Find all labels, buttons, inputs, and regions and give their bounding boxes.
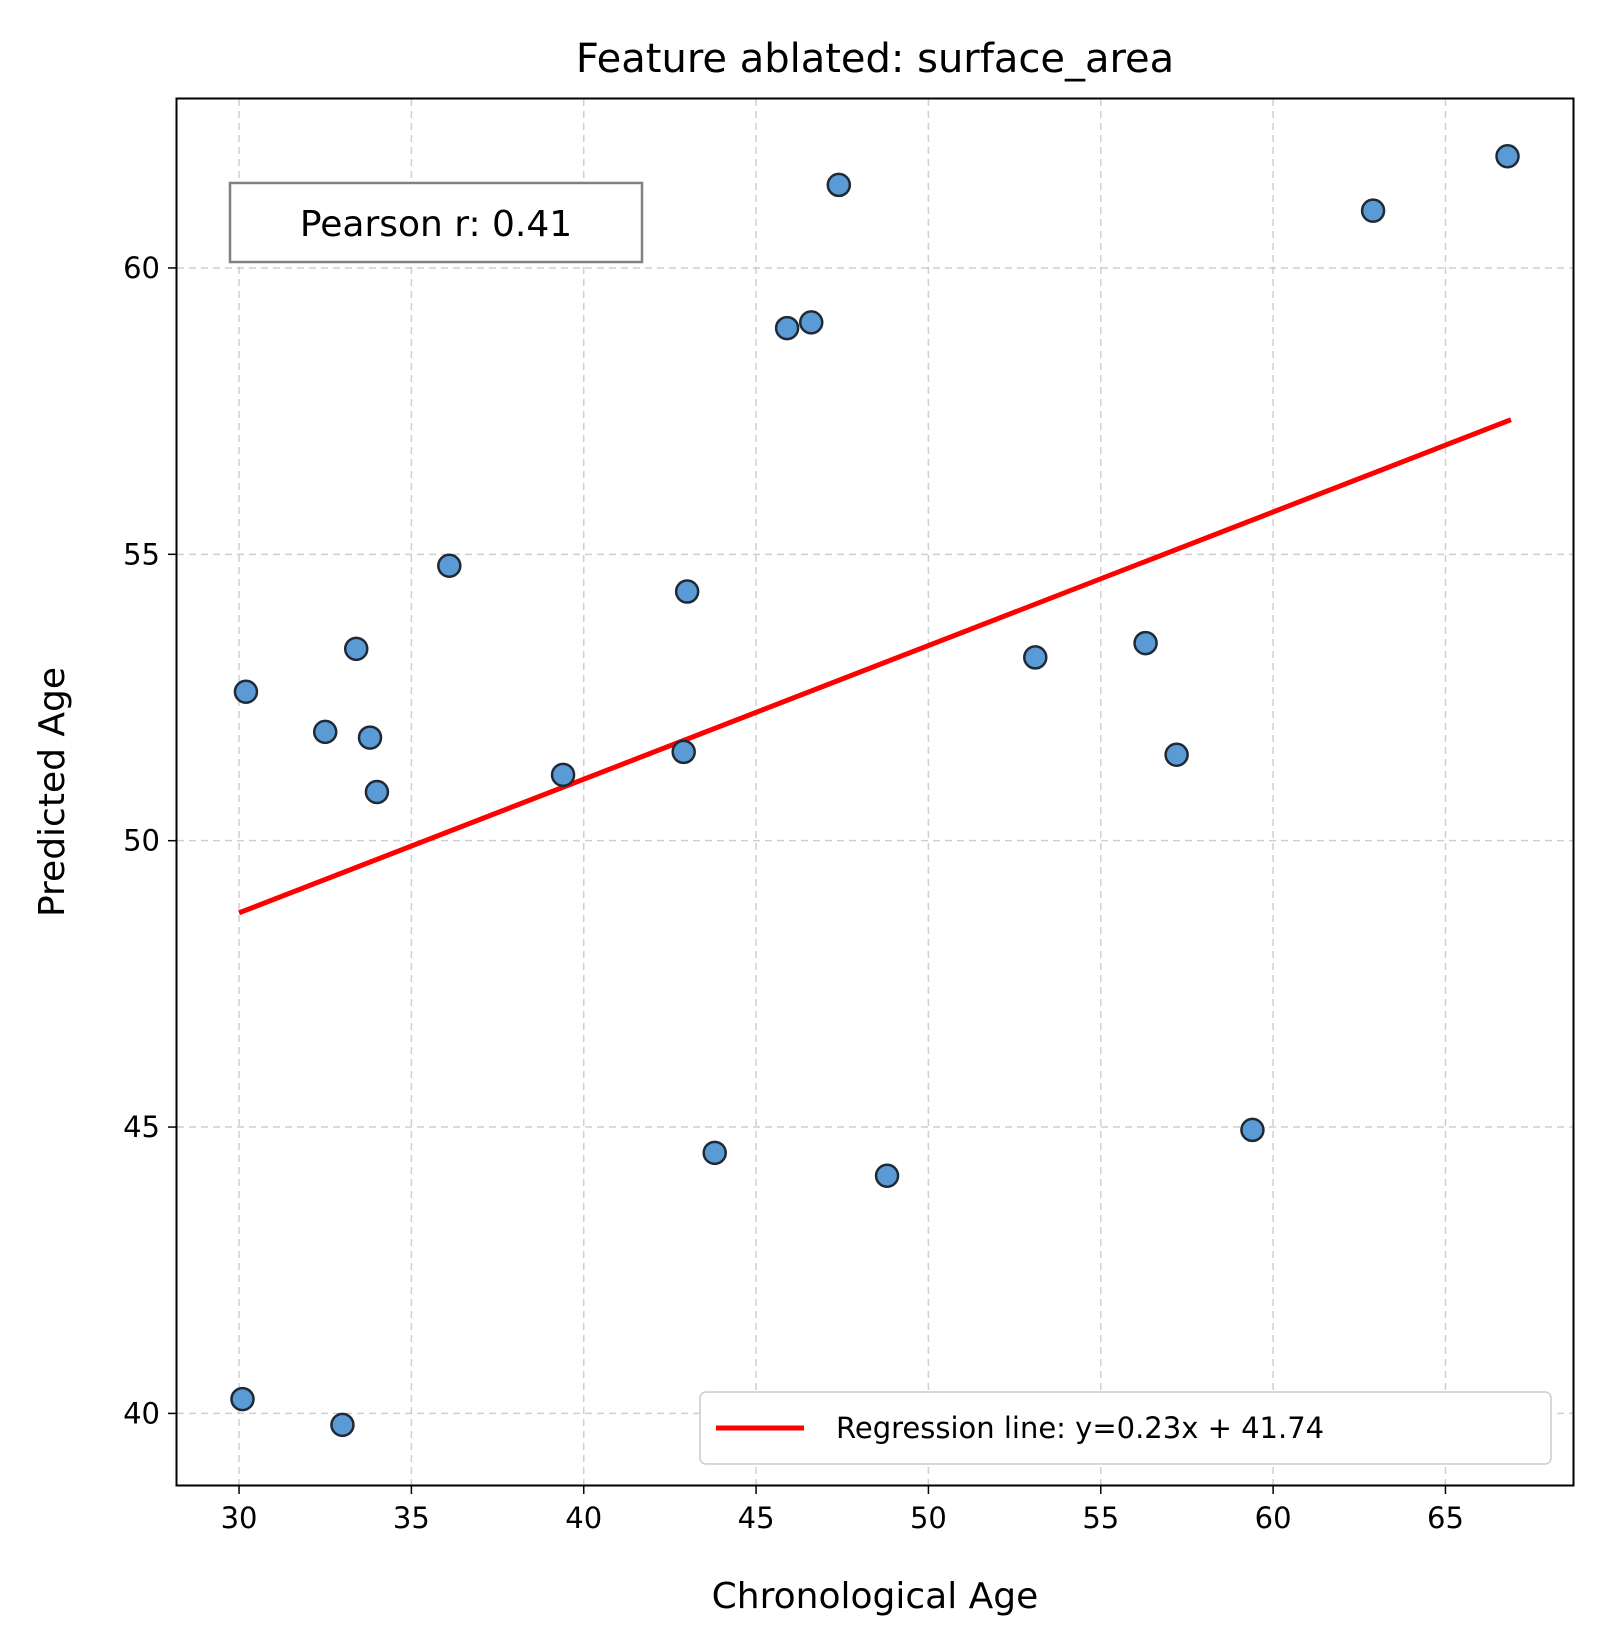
x-tick-label: 55: [1082, 1501, 1119, 1535]
data-point: [1495, 144, 1520, 169]
data-point: [798, 310, 824, 335]
x-tick-label: 30: [221, 1501, 258, 1535]
y-tick-label: 45: [123, 1110, 160, 1144]
data-point: [874, 1163, 900, 1188]
data-point: [550, 762, 576, 788]
scatter-points: [230, 144, 1520, 1438]
axis-ticks: 30 35 40 45 50 55 60 65 40 45 50 55 60: [123, 251, 1464, 1535]
data-point: [774, 315, 800, 341]
annotation-text: Pearson r: 0.41: [300, 204, 572, 245]
regression-line: [238, 417, 1512, 916]
data-point: [330, 1412, 355, 1438]
annotation-box: [228, 181, 644, 264]
data-point: [674, 579, 700, 604]
data-point: [671, 739, 696, 765]
pearson-annotation: Pearson r: 0.41: [228, 181, 644, 264]
data-point: [357, 725, 383, 750]
x-tick-label: 35: [393, 1501, 430, 1535]
y-axis-label: Predicted Age: [32, 667, 73, 917]
regression-line-layer: [238, 417, 1512, 916]
grid: [177, 99, 1573, 1485]
data-point: [230, 1386, 255, 1412]
legend: Regression line: y=0.23x + 41.74: [699, 1391, 1552, 1465]
y-tick-label: 40: [123, 1396, 160, 1430]
data-point: [343, 636, 369, 662]
data-point: [1360, 198, 1386, 223]
data-point: [233, 679, 259, 705]
x-tick-label: 40: [565, 1501, 602, 1535]
chart-title: Feature ablated: surface_area: [576, 36, 1174, 82]
x-tick-label: 45: [738, 1501, 775, 1535]
y-tick-label: 50: [123, 824, 160, 858]
data-point: [437, 553, 462, 579]
x-tick-label: 50: [910, 1501, 947, 1535]
data-point: [312, 719, 338, 745]
data-point: [702, 1140, 727, 1166]
x-tick-label: 60: [1255, 1501, 1292, 1535]
y-tick-label: 60: [123, 251, 160, 285]
data-point: [826, 172, 852, 198]
data-point: [364, 779, 390, 805]
data-point: [1023, 645, 1048, 670]
x-tick-label: 65: [1427, 1501, 1464, 1535]
legend-label: Regression line: y=0.23x + 41.74: [836, 1411, 1324, 1445]
data-point: [1164, 742, 1189, 768]
legend-box: [699, 1391, 1552, 1465]
y-tick-label: 55: [123, 537, 160, 571]
data-point: [1240, 1117, 1265, 1143]
plot-frame: [175, 97, 1575, 1487]
x-axis-label: Chronological Age: [712, 1576, 1039, 1617]
data-point: [1133, 630, 1158, 656]
